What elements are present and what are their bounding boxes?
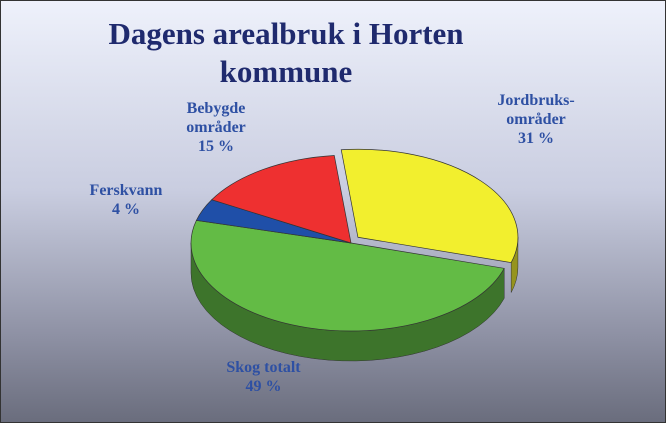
value-label: 4 %: [112, 201, 140, 218]
slice-label: Ferskvann 4 %: [76, 181, 176, 219]
value-label: 31 %: [518, 130, 554, 147]
pie-slice: [211, 155, 352, 244]
pie-slice: [190, 219, 505, 332]
category-label: Ferskvann: [89, 182, 163, 199]
category-label: Skog totalt: [226, 359, 301, 376]
slice-label: Bebygde områder 15 %: [161, 99, 271, 156]
slice-label: Skog totalt 49 %: [206, 358, 321, 396]
slice-label: Jordbruks-områder 31 %: [471, 91, 601, 148]
category-label: Jordbruks-områder: [497, 92, 575, 128]
chart-title: Dagens arealbruk i Horten kommune: [108, 16, 464, 89]
value-label: 15 %: [198, 138, 234, 155]
value-label: 49 %: [245, 378, 282, 395]
pie-slice: [340, 148, 519, 263]
category-label: Bebygde områder: [186, 100, 246, 136]
